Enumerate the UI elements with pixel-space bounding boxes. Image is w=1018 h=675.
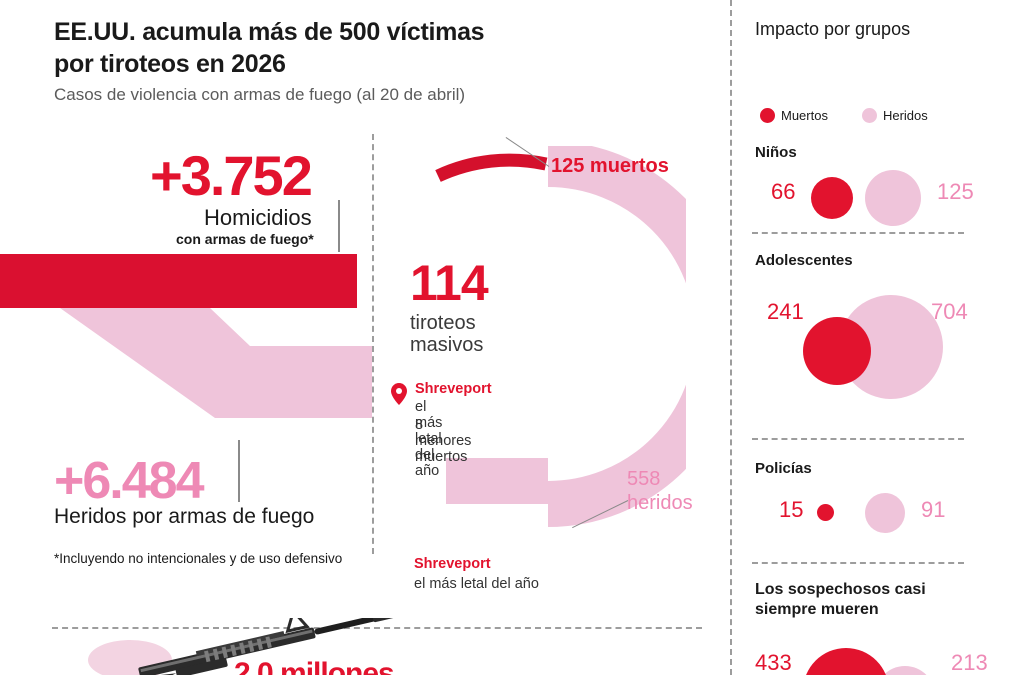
injuries-tick-mark xyxy=(238,440,240,502)
shreveport-line-2: 8 menores muertos xyxy=(415,417,472,465)
divider-group-3 xyxy=(752,562,964,564)
homicides-tick-mark xyxy=(338,200,340,252)
divider-group-2 xyxy=(752,438,964,440)
rifle-icon xyxy=(125,618,395,675)
legend-label-dead: Muertos xyxy=(781,108,828,123)
group-ninos-dead-circle xyxy=(811,177,853,219)
group-adolescentes: Adolescentes 241 704 xyxy=(755,252,1005,419)
injured-count-word: heridos xyxy=(627,491,693,514)
headline-line-2: por tiroteos en 2026 xyxy=(54,50,286,78)
mass-shootings-label-line-2: masivos xyxy=(410,334,484,357)
legend-dot-dead-icon xyxy=(760,108,775,123)
injuries-value: +6.484 xyxy=(54,452,204,510)
group-policias-chart: 15 91 xyxy=(755,477,1005,539)
mass-shootings-value: 114 xyxy=(410,255,489,311)
group-ninos-injured-value: 125 xyxy=(937,179,974,204)
shreveport-secondary-title: Shreveport xyxy=(414,556,491,572)
page-title: EE.UU. acumula más de 500 víctimas por t… xyxy=(54,16,694,80)
injuries-label: Heridos por armas de fuego xyxy=(54,505,315,528)
divider-vertical-right xyxy=(730,0,732,675)
group-ninos-chart: 66 125 xyxy=(755,161,1005,227)
group-adolescentes-injured-value: 704 xyxy=(931,299,968,324)
group-policias-dead-value: 15 xyxy=(779,497,804,522)
injuries-band-shape xyxy=(0,308,372,418)
suspects-title-line-2: siempre mueren xyxy=(755,601,879,619)
legend-item-dead: Muertos xyxy=(760,108,828,123)
injured-count-label: 558 heridos xyxy=(627,468,693,515)
divider-horizontal-bottom-left xyxy=(52,627,702,629)
mass-shootings-label: tiroteos masivos xyxy=(410,312,483,357)
group-ninos-injured-circle xyxy=(865,170,921,226)
group-sospechosos-injured-circle xyxy=(875,666,935,675)
suspects-title: Los sospechosos casi siempre mueren xyxy=(755,580,985,621)
group-policias-name: Policías xyxy=(755,460,812,477)
mass-shootings-donut-chart xyxy=(435,146,686,527)
group-policias-dead-circle xyxy=(817,504,834,521)
group-adolescentes-dead-circle xyxy=(803,317,871,385)
group-sospechosos-injured-value: 213 xyxy=(951,650,988,675)
donut-segment-dead xyxy=(435,153,548,182)
group-policias-injured-value: 91 xyxy=(921,497,946,522)
homicides-bar xyxy=(0,254,357,310)
group-ninos-name: Niños xyxy=(755,144,797,161)
group-sospechosos-dead-circle xyxy=(803,648,889,675)
group-policias-injured-circle xyxy=(865,493,905,533)
donut-segment-injured-tail xyxy=(446,458,548,504)
homicides-sublabel: con armas de fuego* xyxy=(176,231,314,247)
group-sospechosos-chart: 433 213 xyxy=(755,648,1005,675)
suspects-title-line-1: Los sospechosos casi xyxy=(755,581,926,598)
shreveport-title: Shreveport xyxy=(415,381,492,397)
right-panel-title: Impacto por grupos xyxy=(755,19,911,39)
divider-group-1 xyxy=(752,232,964,234)
footnote-text: *Incluyendo no intencionales y de uso de… xyxy=(54,551,343,566)
group-ninos-dead-value: 66 xyxy=(771,179,796,204)
shreveport-line-1: el más letal del año xyxy=(415,399,443,479)
map-pin-icon xyxy=(391,383,407,405)
divider-vertical-middle xyxy=(372,134,374,554)
cut-off-red-text: 2.0 millones xyxy=(234,657,394,675)
injured-count-value: 558 xyxy=(627,468,661,490)
mass-shootings-label-line-1: tiroteos xyxy=(410,312,476,334)
group-adolescentes-dead-value: 241 xyxy=(767,299,804,324)
group-ninos: Niños 66 125 xyxy=(755,144,1005,227)
group-sospechosos-dead-value: 433 xyxy=(755,650,792,675)
dead-count-label: 125 muertos xyxy=(551,155,669,177)
legend-label-injured: Heridos xyxy=(882,108,928,123)
page-subtitle: Casos de violencia con armas de fuego (a… xyxy=(54,85,466,104)
legend-dot-injured-icon xyxy=(861,108,877,123)
legend-item-injured: Heridos xyxy=(861,108,928,123)
shreveport-secondary-line-1: el más letal del año xyxy=(414,576,539,592)
headline-line-1: EE.UU. acumula más de 500 víctimas xyxy=(54,18,485,46)
homicides-label: Homicidios xyxy=(204,205,312,230)
group-policias: Policías 15 91 xyxy=(755,460,1005,539)
homicides-value: +3.752 xyxy=(150,144,313,207)
group-sospechosos: 433 213 xyxy=(755,648,1005,675)
group-adolescentes-chart: 241 704 xyxy=(755,269,1005,419)
legend: Muertos Heridos xyxy=(760,108,928,123)
donut-segment-injured xyxy=(547,146,686,527)
group-adolescentes-name: Adolescentes xyxy=(755,252,853,269)
